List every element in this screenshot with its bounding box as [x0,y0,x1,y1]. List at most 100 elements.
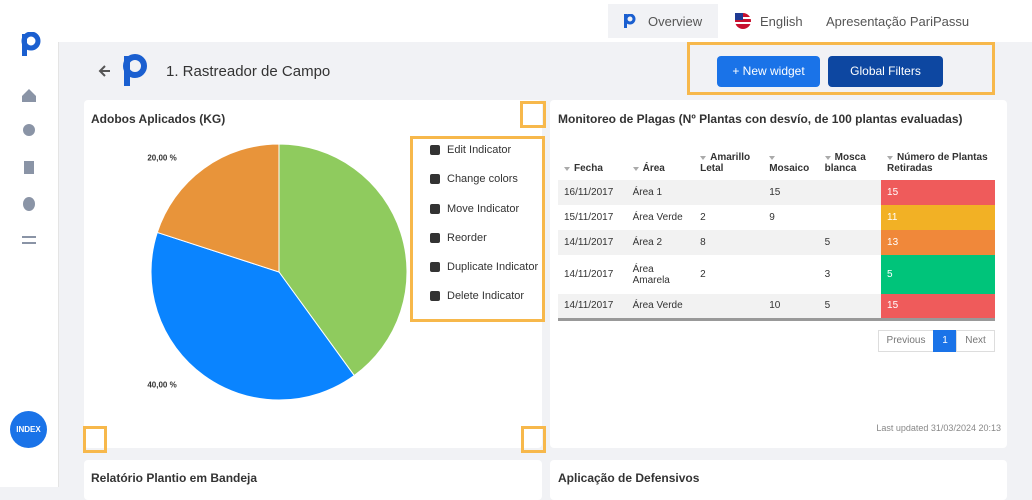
menu-icon [430,291,440,302]
column-header[interactable]: Área [627,140,695,180]
table-cell: 3 [824,269,831,280]
table-cell: 14/11/2017 [564,269,614,280]
widget-title: Relatório Plantio em Bandeja [91,471,258,485]
table-row: 14/11/2017 Área Amarela 2 3 5 [558,255,995,294]
table-cell: Área Verde [632,300,683,312]
sort-icon [769,156,776,160]
table-cell [819,180,881,205]
table-cell: 13 [881,230,995,255]
highlight [410,136,545,322]
table-cell: 11 [881,205,995,230]
table-row: 14/11/2017 Área 2 8 5 13 [558,230,995,255]
table-cell: Área 1 [632,187,663,198]
sort-icon [700,156,707,160]
topbar: Overview English Apresentação PariPassu [58,0,1032,42]
dashboard-title[interactable]: 1. Rastreador de Campo [166,63,331,80]
highlight [83,426,107,453]
header-text: Mosca blanca [824,152,866,174]
logo-small [624,14,636,28]
header-text: Área [642,163,665,174]
pagination-page[interactable]: 1 [933,330,957,352]
table-cell: Área Amarela [632,263,670,286]
pie-label: 20,00 % [147,154,176,163]
table-cell: 5 [881,255,995,294]
table-cell: 15 [769,187,781,198]
pie-slice [150,231,355,401]
widget-menu: Edit Indicator Change colors Move Indicato… [410,136,545,322]
menu-item[interactable]: Move Indicator [410,195,545,224]
header-text: Amarillo Letal [700,152,751,174]
pagination-previous[interactable]: Previous [878,330,934,352]
back-arrow[interactable] [98,64,112,78]
widget-title: Adobos Aplicados (KG) [91,112,226,126]
header-logo [123,54,147,86]
logo [21,32,41,56]
sort-icon [564,167,570,171]
menu-item[interactable]: Duplicate Indicator [410,253,545,282]
data-table: Fecha Área Amarillo Letal Mosaico Mosca blan… [558,140,995,321]
global-filters-button[interactable]: Global Filters [828,56,943,87]
table-cell [763,255,818,294]
language-select[interactable]: English [760,14,803,29]
sidebar: INDEX [0,0,59,487]
table-cell: 14/11/2017 [564,300,614,312]
menu-icon [430,174,440,185]
table-row: 14/11/2017 Área Verde 10 5 15 [558,294,995,319]
table-cell: 2 [700,269,706,280]
table-cell: 8 [700,237,706,248]
pie-label: 40,00 % [147,380,176,389]
table-cell: 15 [881,180,995,205]
table-cell: 10 [769,300,781,312]
table-cell: Área 2 [632,237,663,248]
table-cell: 2 [700,212,706,223]
sort-icon [632,167,639,171]
table-cell [694,180,763,205]
menu-icon [430,262,440,273]
new-widget-button[interactable]: + New widget [717,56,820,87]
menu-icon [430,203,440,214]
pie-chart: 40,00 % 20,00 % [147,143,408,401]
table-cell [819,205,881,230]
table-cell: 15 [881,294,995,319]
dashboard-select[interactable]: Overview [648,14,703,29]
pie-slice [278,143,408,377]
menu-icon [430,232,440,243]
menu-item[interactable]: Change colors [410,165,545,194]
column-header[interactable]: Mosaico [763,140,818,180]
pagination-next[interactable]: Next [956,330,995,352]
menu-item[interactable]: Edit Indicator [410,136,545,165]
table-cell [763,230,818,255]
sort-icon [824,156,831,160]
menu-icon [430,145,440,155]
header-row: Fecha Área Amarillo Letal Mosaico Mosca blan… [558,140,995,180]
table-cell: 5 [824,300,831,312]
highlight [687,42,995,95]
widget-title: Monitoreo de Plagas (Nº Plantas con desv… [558,112,963,126]
table-cell: 5 [824,237,831,248]
pie-slice [156,143,280,273]
column-header[interactable]: Número de Plantas Retiradas [881,140,995,180]
highlight [520,101,546,128]
sort-icon [887,156,894,160]
workspace-select[interactable]: Apresentação PariPassu [826,14,970,29]
menu-item[interactable]: Delete Indicator [410,282,545,311]
index-button[interactable]: INDEX [10,411,47,448]
menu-item[interactable]: Reorder [410,224,545,253]
column-header[interactable]: Amarillo Letal [694,140,763,180]
column-header[interactable]: Fecha [558,140,627,180]
widget-title: Aplicação de Defensivos [558,471,700,485]
table-cell: 9 [769,212,775,223]
highlight [521,426,546,453]
table-row: 15/11/2017 Área Verde 2 9 11 [558,205,995,230]
last-updated: Last updated 31/03/2024 20:13 [876,423,1001,433]
header-text: Mosaico [769,163,810,174]
column-header[interactable]: Mosca blanca [819,140,881,180]
header-text: Fecha [574,163,603,174]
table-cell [694,294,763,319]
nav-icons[interactable] [20,86,40,256]
table-row: 16/11/2017 Área 1 15 15 [558,180,995,205]
flag [735,13,751,29]
table-cell: 14/11/2017 [564,237,614,248]
table-cell: 15/11/2017 [564,212,614,223]
